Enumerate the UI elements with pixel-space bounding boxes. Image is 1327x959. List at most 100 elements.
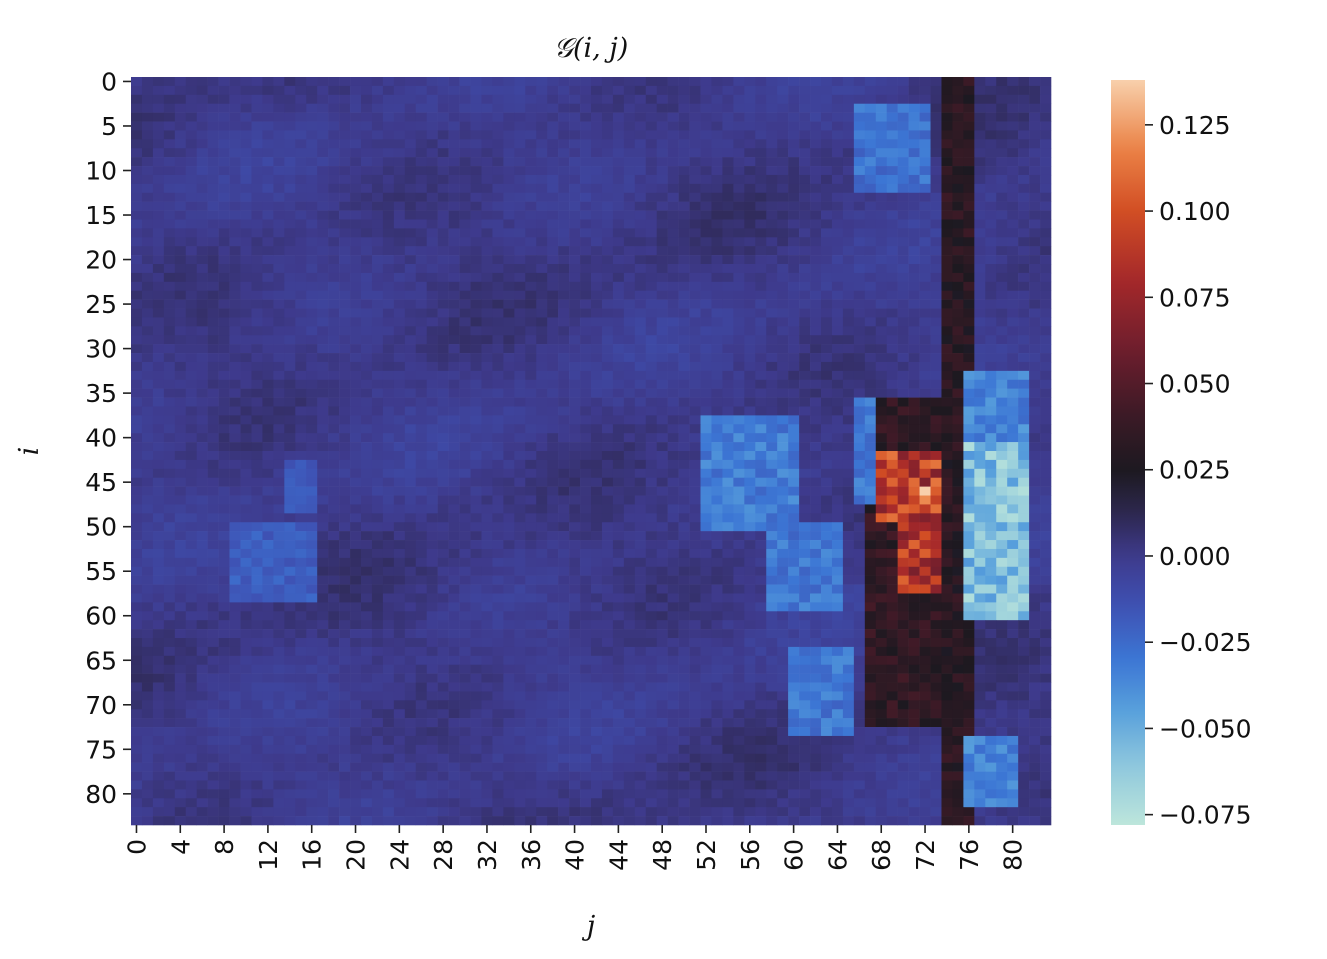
heatmap-cell: [612, 344, 625, 354]
heatmap-cell: [831, 264, 844, 274]
heatmap-cell: [930, 344, 942, 354]
heatmap-cell: [711, 174, 723, 185]
heatmap-cell: [196, 370, 208, 381]
heatmap-cell: [700, 77, 712, 87]
heatmap-cell: [842, 397, 855, 407]
heatmap-cell: [470, 264, 482, 274]
heatmap-cell: [174, 575, 187, 585]
heatmap-cell: [536, 361, 548, 372]
heatmap-cell: [218, 335, 230, 345]
heatmap-cell: [1040, 548, 1052, 559]
heatmap-cell: [755, 317, 767, 327]
heatmap-cell: [273, 264, 285, 274]
heatmap-cell: [634, 353, 647, 363]
heatmap-cell: [459, 548, 471, 559]
heatmap-cell: [525, 575, 537, 585]
heatmap-cell: [525, 522, 537, 532]
heatmap-cell: [371, 344, 384, 354]
heatmap-cell: [601, 308, 614, 318]
heatmap-cell: [262, 281, 274, 292]
heatmap-cell: [634, 228, 647, 238]
heatmap-cell: [941, 299, 953, 309]
heatmap-cell: [689, 219, 701, 229]
heatmap-cell: [306, 566, 318, 576]
heatmap-cell: [1040, 451, 1052, 461]
heatmap-cell: [525, 557, 537, 568]
heatmap-cell: [262, 593, 274, 603]
heatmap-cell: [415, 495, 428, 505]
heatmap-cell: [174, 548, 187, 559]
heatmap-cell: [218, 192, 230, 202]
heatmap-cell: [722, 415, 734, 425]
heatmap-cell: [503, 424, 515, 434]
heatmap-cell: [689, 442, 701, 452]
heatmap-cell: [733, 272, 745, 283]
heatmap-cell: [382, 495, 395, 505]
heatmap-cell: [799, 308, 811, 318]
heatmap-cell: [251, 201, 263, 211]
heatmap-cell: [185, 495, 198, 505]
heatmap-cell: [470, 459, 482, 470]
heatmap-cell: [601, 201, 614, 211]
heatmap-cell: [185, 353, 198, 363]
heatmap-cell: [853, 219, 866, 229]
heatmap-cell: [185, 219, 198, 229]
heatmap-cell: [273, 157, 285, 167]
heatmap-cell: [700, 575, 712, 585]
heatmap-cell: [963, 424, 975, 434]
heatmap-cell: [821, 166, 833, 176]
heatmap-cell: [831, 112, 844, 122]
heatmap-cell: [919, 557, 931, 568]
heatmap-cell: [678, 459, 690, 470]
heatmap-cell: [711, 210, 723, 220]
heatmap-cell: [371, 326, 384, 336]
heatmap-cell: [141, 361, 154, 372]
heatmap-cell: [295, 593, 307, 603]
heatmap-cell: [1018, 130, 1030, 140]
heatmap-cell: [328, 130, 340, 140]
heatmap-cell: [393, 246, 406, 256]
heatmap-cell: [185, 103, 198, 113]
heatmap-cell: [317, 219, 329, 229]
heatmap-cell: [426, 130, 438, 140]
heatmap-cell: [558, 584, 570, 594]
heatmap-cell: [700, 246, 712, 256]
heatmap-cell: [525, 237, 537, 247]
heatmap-cell: [141, 459, 154, 470]
heatmap-cell: [1007, 201, 1019, 211]
heatmap-cell: [525, 174, 537, 185]
heatmap-cell: [558, 77, 570, 87]
heatmap-cell: [141, 228, 154, 238]
heatmap-cell: [152, 575, 165, 585]
heatmap-cell: [273, 361, 285, 372]
heatmap-cell: [371, 335, 384, 345]
heatmap-cell: [163, 379, 176, 389]
heatmap-cell: [963, 255, 975, 265]
heatmap-cell: [656, 103, 668, 113]
heatmap-cell: [777, 397, 789, 407]
heatmap-cell: [930, 361, 942, 372]
heatmap-cell: [514, 415, 526, 425]
heatmap-cell: [470, 272, 482, 283]
heatmap-cell: [470, 353, 482, 363]
heatmap-cell: [634, 548, 647, 559]
heatmap-cell: [295, 139, 307, 149]
heatmap-cell: [744, 174, 756, 185]
heatmap-cell: [886, 281, 898, 292]
heatmap-cell: [974, 201, 986, 211]
heatmap-cell: [985, 148, 997, 158]
heatmap-cell: [700, 174, 712, 185]
heatmap-cell: [930, 584, 942, 594]
heatmap-cell: [492, 219, 504, 229]
heatmap-cell: [459, 584, 471, 594]
heatmap-cell: [985, 237, 997, 247]
heatmap-cell: [580, 406, 592, 416]
heatmap-cell: [842, 566, 855, 576]
heatmap-cell: [141, 442, 154, 452]
heatmap-cell: [700, 201, 712, 211]
heatmap-cell: [821, 290, 833, 300]
heatmap-cell: [1018, 433, 1030, 443]
heatmap-cell: [350, 237, 362, 247]
heatmap-cell: [481, 228, 493, 238]
heatmap-cell: [339, 281, 351, 292]
